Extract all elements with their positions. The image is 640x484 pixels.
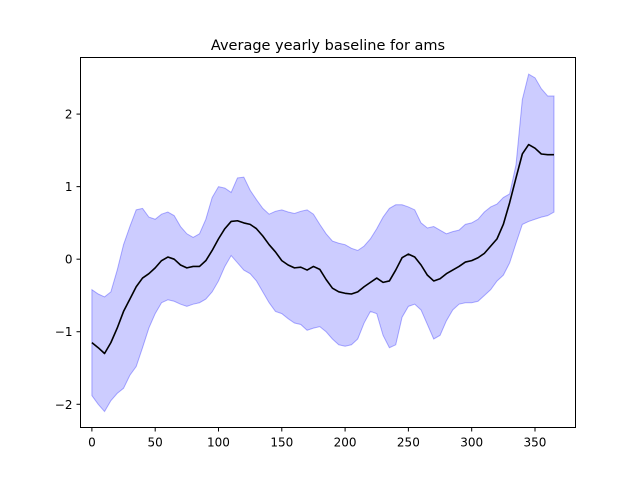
y-tick-label: −2: [55, 398, 73, 412]
plot-frame: [80, 57, 576, 428]
x-tick-label: 200: [334, 436, 357, 450]
y-tick-label: −1: [55, 325, 73, 339]
plot-area: [91, 73, 555, 413]
confidence-band: [91, 73, 555, 413]
y-axis: −2 −1 0 1 2: [55, 108, 81, 412]
y-tick-label: 2: [65, 108, 73, 122]
x-tick-label: 300: [460, 436, 483, 450]
x-tick-label: 0: [88, 436, 96, 450]
x-tick-label: 100: [207, 436, 230, 450]
x-tick-label: 350: [524, 436, 547, 450]
chart-title: Average yearly baseline for ams: [211, 38, 445, 54]
baseline-line: [91, 143, 554, 355]
x-axis: 0 50 100 150 200 250 300 350: [88, 427, 547, 450]
x-tick-label: 50: [148, 436, 163, 450]
y-tick-label: 1: [65, 180, 73, 194]
x-tick-label: 250: [397, 436, 420, 450]
x-tick-label: 150: [270, 436, 293, 450]
y-tick-label: 0: [65, 253, 73, 267]
